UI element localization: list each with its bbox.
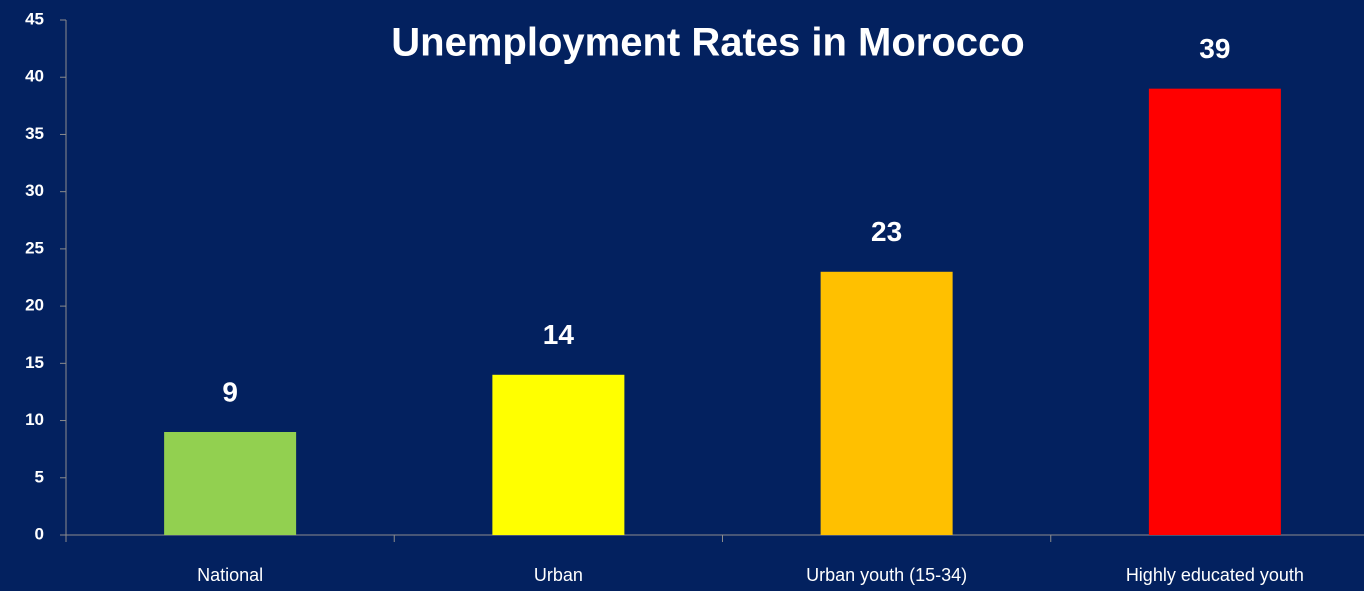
bar	[492, 374, 625, 535]
y-tick-label: 20	[25, 296, 44, 315]
data-label: 14	[543, 319, 575, 350]
x-tick-label: Highly educated youth	[1126, 565, 1304, 585]
data-label: 23	[871, 216, 902, 247]
x-tick-label: Urban	[534, 565, 583, 585]
y-tick-label: 10	[25, 410, 44, 429]
bar	[1148, 88, 1281, 536]
x-tick-label: Urban youth (15-34)	[806, 565, 967, 585]
y-tick-label: 35	[25, 124, 44, 143]
bar	[820, 271, 953, 535]
chart-title: Unemployment Rates in Morocco	[391, 21, 1024, 65]
y-tick-label: 0	[35, 524, 44, 543]
y-tick-label: 5	[35, 467, 44, 486]
x-tick-label: National	[197, 565, 263, 585]
y-tick-label: 25	[25, 238, 44, 257]
bar	[164, 432, 297, 535]
y-tick-label: 45	[25, 9, 44, 28]
data-label: 9	[222, 376, 238, 407]
y-tick-label: 40	[25, 67, 44, 86]
data-label: 39	[1199, 33, 1230, 64]
y-tick-label: 15	[25, 353, 44, 372]
y-tick-label: 30	[25, 181, 44, 200]
